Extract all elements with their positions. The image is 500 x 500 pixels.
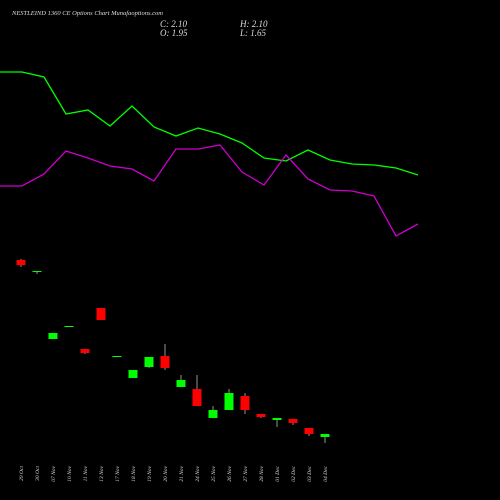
candle-body [160, 356, 170, 368]
candle-body [128, 370, 138, 378]
candle-body [96, 308, 106, 320]
chart-title: NESTLEIND 1360 CE Options Chart Munafaop… [11, 10, 163, 17]
x-tick-label: 10 Nov [67, 465, 73, 481]
candle-body [304, 428, 314, 434]
indicator-line [0, 144, 419, 237]
indicator-line [0, 71, 419, 176]
candle-body [192, 389, 202, 406]
x-tick-label: 30 Oct [35, 466, 41, 482]
candle-body [48, 333, 58, 339]
x-tick-label: 03 Dec [307, 465, 313, 481]
ohlc-label: O: 1.95 [160, 28, 188, 38]
candle-body [64, 326, 74, 327]
x-tick-label: 27 Nov [243, 465, 249, 481]
candle-body [208, 410, 218, 418]
x-tick-label: 20 Nov [163, 465, 169, 481]
x-tick-label: 26 Nov [227, 465, 233, 481]
x-tick-label: 24 Nov [194, 465, 201, 481]
x-tick-label: 04 Dec [322, 465, 329, 481]
x-tick-label: 13 Nov [99, 465, 105, 481]
x-tick-label: 11 Nov [83, 465, 89, 481]
x-tick-label: 18 Nov [131, 465, 137, 481]
x-tick-label: 25 Nov [211, 465, 217, 481]
x-tick-label: 02 Dec [291, 465, 297, 481]
candle-body [144, 357, 154, 367]
candle-body [224, 393, 234, 410]
candle-body [272, 418, 282, 420]
ohlc-label: C: 2.10 [160, 19, 188, 29]
x-tick-label: 17 Nov [115, 465, 121, 481]
x-tick-label: 19 Nov [147, 465, 153, 481]
candle-body [80, 349, 90, 353]
candle-body [16, 260, 26, 265]
candle-body [240, 396, 250, 410]
candle-body [112, 356, 122, 357]
candle-body [288, 419, 298, 423]
x-tick-label: 07 Nov [51, 465, 57, 481]
ohlc-label: L: 1.65 [239, 28, 267, 38]
candle-body [176, 380, 186, 387]
candle-body [32, 271, 42, 272]
candle-body [256, 414, 266, 417]
x-tick-label: 01 Dec [275, 465, 281, 481]
ohlc-label: H: 2.10 [239, 19, 268, 29]
candle-body [320, 434, 330, 437]
x-tick-label: 29 Oct [19, 466, 25, 481]
x-tick-label: 21 Nov [179, 465, 185, 481]
x-tick-label: 28 Nov [259, 465, 265, 481]
